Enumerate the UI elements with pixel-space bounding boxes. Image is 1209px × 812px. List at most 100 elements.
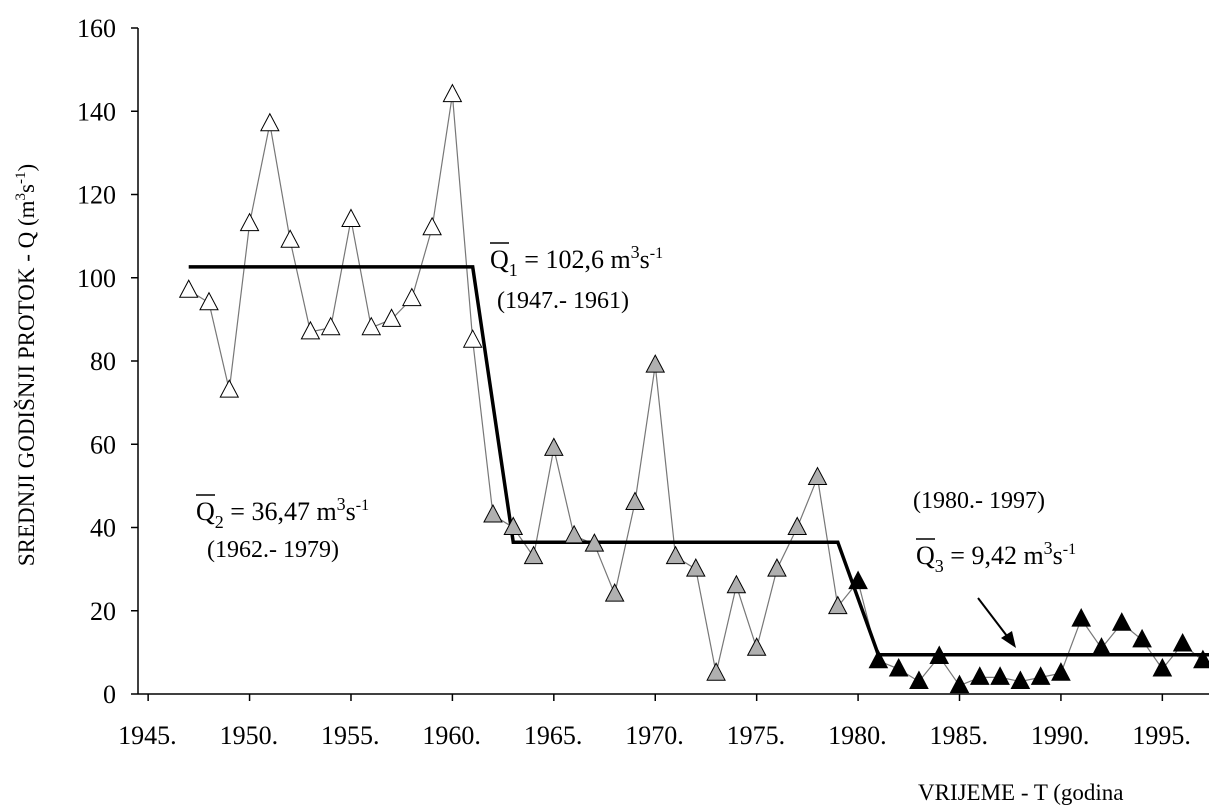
marker (868, 649, 889, 669)
marker (625, 491, 645, 511)
annotation-period: (1962.- 1979) (207, 537, 339, 563)
marker (1193, 649, 1209, 669)
marker (280, 229, 300, 248)
y-tick-label: 60 (90, 430, 116, 459)
annotation-sup: 3 (337, 494, 346, 514)
marker (604, 583, 625, 602)
annotation-period: (1980.- 1997) (913, 488, 1045, 514)
marker (665, 545, 686, 565)
marker (1172, 632, 1193, 652)
x-tick-label: 1975. (727, 721, 786, 750)
x-tick-label: 1960. (422, 721, 481, 750)
marker (990, 666, 1010, 685)
marker (442, 83, 463, 103)
annotation: Q2 = 36,47 m3s-1 (196, 494, 369, 532)
annotation-text: = 102,6 m (518, 245, 631, 274)
x-tick-label: 1995. (1132, 721, 1191, 750)
y-tick-label: 20 (90, 597, 116, 626)
marker (564, 524, 584, 544)
marker (199, 291, 219, 311)
y-label-text: ) (14, 164, 39, 172)
y-label-text: s (14, 184, 39, 193)
marker (239, 212, 260, 232)
annotation: Q3 = 9,42 m3s-1 (916, 538, 1076, 576)
marker (523, 545, 544, 565)
annotation-symbol: Q (916, 541, 935, 570)
annotation-symbol: Q (490, 245, 509, 274)
y-label-sup: -1 (13, 172, 29, 185)
y-tick-label: 100 (77, 264, 116, 293)
annotation-text: s (640, 245, 650, 274)
marker (1010, 670, 1031, 690)
x-tick-label: 1950. (220, 721, 279, 750)
y-tick-label: 80 (90, 347, 116, 376)
marker (341, 208, 361, 227)
arrow-head (1001, 631, 1016, 648)
annotation-text: s (1053, 541, 1063, 570)
x-tick-label: 1970. (625, 721, 684, 750)
annotation-sup: -1 (650, 245, 663, 262)
annotation-sub: 2 (215, 512, 224, 532)
marker (1051, 662, 1071, 681)
marker (787, 516, 808, 535)
marker (1132, 628, 1152, 648)
marker (462, 329, 483, 348)
annotation-sup: 3 (1044, 538, 1053, 558)
data-line (188, 94, 1204, 687)
marker (848, 570, 868, 590)
annotation-text: = 9,42 m (944, 541, 1044, 570)
marker (949, 674, 970, 694)
marker (260, 112, 280, 132)
marker (1111, 612, 1132, 631)
annotation-sup: -1 (356, 497, 369, 514)
marker (909, 670, 929, 690)
marker (178, 279, 199, 298)
annotation-sup: 3 (631, 242, 640, 262)
marker (888, 657, 909, 677)
marker (402, 287, 422, 307)
marker (685, 558, 706, 577)
marker (807, 466, 828, 486)
x-tick-label: 1990. (1031, 721, 1090, 750)
marker (320, 316, 341, 336)
marker (827, 595, 848, 615)
marker (361, 316, 382, 336)
marker (300, 320, 321, 340)
mean-line (188, 265, 1209, 657)
y-tick-label: 140 (77, 97, 116, 126)
x-tick-label: 1985. (930, 721, 989, 750)
annotation-sup: -1 (1063, 541, 1076, 558)
x-tick-label: 1945. (118, 721, 177, 750)
marker (1152, 657, 1173, 677)
y-label-text: SREDNJI GODIŠNJI PROTOK - Q (m (13, 200, 39, 566)
arrow-shaft (977, 597, 1011, 641)
y-tick-label: 160 (77, 14, 116, 43)
marker (422, 216, 442, 236)
annotation: Q1 = 102,6 m3s-1 (490, 242, 663, 280)
marker (1030, 666, 1051, 685)
marker (219, 379, 240, 398)
x-tick-label: 1980. (828, 721, 887, 750)
marker (543, 437, 564, 456)
x-tick-label: 1965. (524, 721, 583, 750)
marker (1091, 637, 1112, 656)
marker (969, 666, 990, 685)
annotation-sub: 3 (935, 556, 944, 576)
marker (503, 516, 524, 535)
annotation-text: s (346, 497, 356, 526)
marker (767, 558, 787, 577)
y-tick-label: 0 (103, 680, 116, 709)
marker (706, 662, 726, 681)
marker (645, 354, 666, 373)
y-tick-label: 40 (90, 514, 116, 543)
marker (381, 308, 402, 327)
marker (483, 503, 503, 523)
x-tick-label: 1955. (321, 721, 380, 750)
y-axis-label: SREDNJI GODIŠNJI PROTOK - Q (m3s-1) (13, 164, 39, 566)
annotation-text: = 36,47 m (224, 497, 337, 526)
marker (726, 574, 747, 594)
x-axis-label: VRIJEME - T (godina (918, 780, 1124, 805)
annotation-period: (1947.- 1961) (497, 288, 629, 314)
marker (929, 645, 950, 665)
